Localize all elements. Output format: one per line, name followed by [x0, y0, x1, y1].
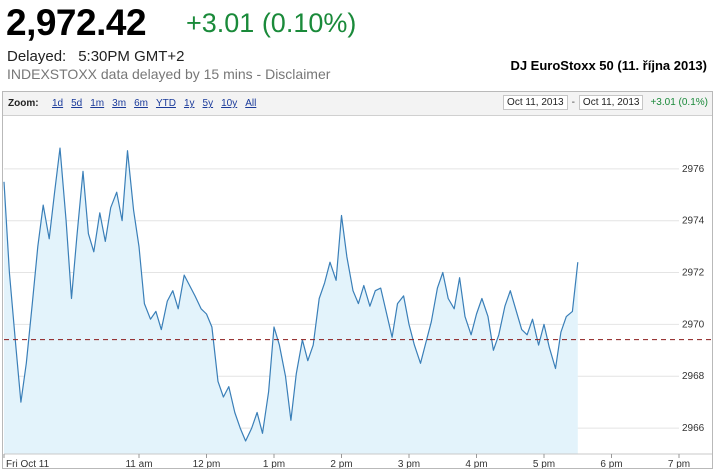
y-tick-label: 2970 [682, 319, 705, 330]
chart-caption: DJ EuroStoxx 50 (11. října 2013) [510, 58, 707, 73]
y-tick-label: 2966 [682, 423, 705, 434]
date-range: Oct 11, 2013 - Oct 11, 2013 +3.01 (0.1%) [503, 95, 708, 110]
delayed-info: Delayed: 5:30PM GMT+2 [7, 48, 185, 65]
y-tick-label: 2974 [682, 216, 705, 227]
price-change: +3.01 (0.10%) [186, 8, 357, 38]
x-tick-label: 12 pm [193, 459, 221, 468]
price-chart[interactable]: 2966 2968 2970 2972 2974 2976 Fri Oct 11 11 am 1… [3, 92, 712, 468]
delayed-label: Delayed: [7, 48, 67, 65]
x-tick-label: Fri Oct 11 [6, 459, 50, 468]
y-tick-label: 2972 [682, 268, 705, 279]
zoom-option-10y[interactable]: 10y [221, 98, 238, 109]
price-area [4, 148, 578, 454]
x-tick-label: 5 pm [533, 459, 555, 468]
chart-toolbar: Zoom: 1d 5d 1m 3m 6m YTD 1y 5y 10y All Oct 11, 20… [3, 92, 712, 116]
x-tick-label: 3 pm [398, 459, 420, 468]
zoom-option-1d[interactable]: 1d [52, 98, 64, 109]
zoom-option-3m[interactable]: 3m [112, 98, 127, 109]
range-separator: - [571, 97, 575, 108]
zoom-option-6m[interactable]: 6m [134, 98, 148, 109]
x-tick-label: 7 pm [668, 459, 690, 468]
zoom-options: 1d 5d 1m 3m 6m YTD 1y 5y 10y All [52, 98, 264, 109]
data-disclaimer[interactable]: INDEXSTOXX data delayed by 15 mins - Dis… [7, 66, 331, 82]
zoom-option-5d[interactable]: 5d [71, 98, 83, 109]
range-change: +3.01 (0.1%) [650, 97, 708, 108]
x-tick-label: 11 am [125, 459, 152, 468]
delayed-time: 5:30PM GMT+2 [78, 48, 185, 65]
zoom-option-5y[interactable]: 5y [202, 98, 214, 109]
x-tick-label: 2 pm [330, 459, 352, 468]
zoom-label: Zoom: [8, 98, 39, 109]
zoom-option-ytd[interactable]: YTD [155, 98, 176, 109]
x-tick-label: 1 pm [263, 459, 285, 468]
chart-panel: Zoom: 1d 5d 1m 3m 6m YTD 1y 5y 10y All Oct 11, 20… [2, 91, 713, 469]
y-tick-label: 2976 [682, 164, 705, 175]
y-tick-label: 2968 [682, 371, 705, 382]
range-end-input[interactable]: Oct 11, 2013 [578, 95, 644, 110]
zoom-option-1m[interactable]: 1m [90, 98, 105, 109]
index-price: 2,972.42 [6, 2, 147, 43]
x-tick-label: 4 pm [465, 459, 487, 468]
zoom-option-1y[interactable]: 1y [183, 98, 195, 109]
price-line [3, 147, 579, 442]
range-start-input[interactable]: Oct 11, 2013 [503, 95, 568, 110]
x-tick-label: 6 pm [600, 459, 622, 468]
zoom-option-all[interactable]: All [245, 98, 257, 109]
